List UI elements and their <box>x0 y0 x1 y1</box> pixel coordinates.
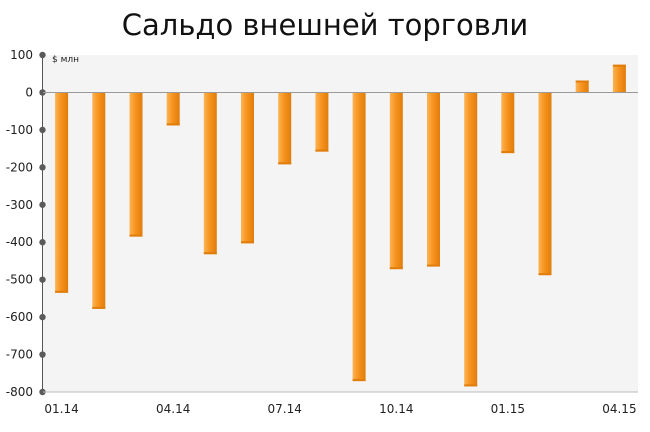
y-axis: 100 0 -100 -200 -300 -400 -500 -600 -700 -800 <box>6 48 46 399</box>
bar-04-14 <box>166 92 180 126</box>
bar-11-14 <box>427 92 440 267</box>
bar-cap <box>427 264 440 267</box>
bar-02-15 <box>538 92 552 276</box>
y-tick-marker <box>39 51 46 59</box>
bar-cap <box>464 384 478 387</box>
bar-cap <box>389 267 403 270</box>
y-tick-label: -600 <box>6 310 33 324</box>
y-tick-label: -800 <box>6 385 33 399</box>
y-tick-label: -700 <box>6 348 33 362</box>
y-tick-label: -100 <box>6 123 33 137</box>
bar-03-15 <box>575 80 589 93</box>
x-tick-label: 07.14 <box>268 402 302 416</box>
bar-cap <box>538 273 552 276</box>
bar-cap <box>278 162 292 165</box>
bar-cap <box>55 290 69 293</box>
y-tick-marker <box>39 276 46 283</box>
bar-cap <box>501 151 515 154</box>
x-tick-label: 04.15 <box>602 402 636 416</box>
bar-cap <box>166 123 180 126</box>
bar-08-14 <box>315 92 329 152</box>
chart-title: Сальдо внешней торговли <box>121 8 529 42</box>
y-tick-label: 100 <box>10 48 33 62</box>
bar-cap <box>612 64 626 67</box>
bar-01-15 <box>501 92 515 154</box>
bar-02-14 <box>92 92 106 309</box>
x-tick-label: 04.14 <box>156 402 190 416</box>
bars <box>55 64 626 387</box>
bar-cap <box>203 252 217 255</box>
y-tick-marker <box>39 164 46 171</box>
y-tick-marker <box>39 313 46 321</box>
bar-03-14 <box>129 92 143 237</box>
bar-05-14 <box>203 92 217 255</box>
bar-cap <box>92 306 106 309</box>
x-axis: 01.14 04.14 07.14 10.14 01.15 04.15 <box>43 391 638 416</box>
x-tick-label: 01.14 <box>44 402 78 416</box>
bar-cap <box>241 241 254 244</box>
y-tick-marker <box>39 388 46 396</box>
bar-cap <box>129 234 143 237</box>
unit-label: $ млн <box>52 55 79 65</box>
y-tick-label: -300 <box>6 198 33 212</box>
y-tick-marker <box>39 89 46 96</box>
y-tick-label: -500 <box>6 273 33 287</box>
y-tick-marker <box>39 201 46 208</box>
bar-cap <box>575 80 589 83</box>
x-tick-label: 01.15 <box>491 402 525 416</box>
y-tick-label: -200 <box>6 160 33 174</box>
bar-01-14 <box>55 92 69 293</box>
bar-12-14 <box>464 92 478 387</box>
y-tick-label: -400 <box>6 235 33 249</box>
bar-09-14 <box>352 92 366 382</box>
bar-06-14 <box>241 92 254 244</box>
bar-07-14 <box>278 92 292 165</box>
bar-cap <box>315 149 329 152</box>
y-tick-label: 0 <box>25 85 33 99</box>
bar-10-14 <box>389 92 403 270</box>
y-tick-marker <box>39 126 46 134</box>
y-tick-marker <box>39 239 46 246</box>
bar-cap <box>352 379 366 382</box>
x-tick-label: 10.14 <box>379 402 413 416</box>
bar-04-15 <box>612 64 626 93</box>
y-tick-marker <box>39 351 46 358</box>
